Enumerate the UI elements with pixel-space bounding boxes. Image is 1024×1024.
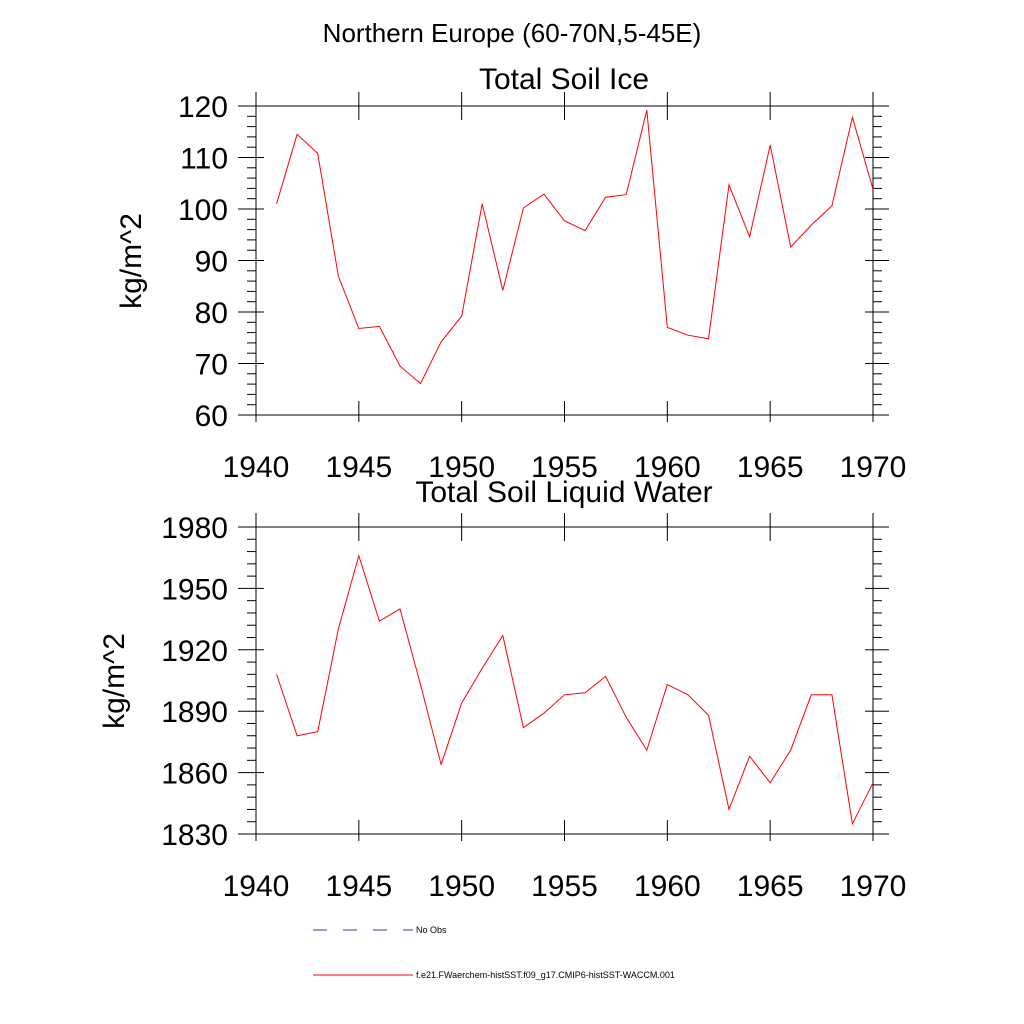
panel-title: Total Soil Ice [479, 63, 649, 96]
x-tick-label: 1955 [531, 870, 598, 903]
x-tick-label: 1950 [428, 870, 495, 903]
y-tick-label: 1860 [161, 758, 228, 791]
legend-item-no-obs: No Obs [313, 925, 447, 935]
legend-item-model-run: f.e21.FWaerchem-histSST.f09_g17.CMIP6-hi… [313, 970, 675, 980]
legend: No Obs f.e21.FWaerchem-histSST.f09_g17.C… [313, 925, 675, 980]
panel-total-soil-ice: Total Soil Ice kg/m^2 1940 1945 1950 1955 19… [115, 63, 906, 484]
y-tick-label: 120 [178, 91, 228, 124]
x-tick-label: 1945 [325, 870, 392, 903]
legend-label: No Obs [416, 925, 447, 935]
y-tick-label: 1890 [161, 696, 228, 729]
x-tick-label: 1940 [223, 451, 290, 484]
y-tick-label: 90 [195, 246, 228, 279]
x-tick-label: 1970 [840, 451, 907, 484]
x-tick-label: 1960 [634, 870, 701, 903]
figure-title: Northern Europe (60-70N,5-45E) [323, 18, 702, 48]
x-tick-label: 1940 [223, 870, 290, 903]
x-tick-label: 1950 [428, 451, 495, 484]
series-line [276, 553, 874, 826]
y-tick-label: 80 [195, 297, 228, 330]
legend-label: f.e21.FWaerchem-histSST.f09_g17.CMIP6-hi… [416, 970, 675, 980]
x-tick-label: 1965 [737, 870, 804, 903]
panel-total-soil-liquid-water: Total Soil Liquid Water kg/m^2 1940 1945 1… [98, 476, 906, 903]
y-axis-label: kg/m^2 [98, 633, 131, 729]
plot-area: 1940 1945 1950 1955 1960 1965 1970 60 70 80 90 100 1… [178, 91, 906, 484]
y-tick-label: 110 [180, 143, 228, 176]
y-tick-label: 60 [195, 400, 228, 433]
x-tick-label: 1960 [634, 451, 701, 484]
x-tick-label: 1965 [737, 451, 804, 484]
y-tick-label: 1980 [161, 512, 228, 545]
x-tick-label: 1945 [325, 451, 392, 484]
plot-frame [255, 526, 874, 835]
y-axis-label: kg/m^2 [115, 213, 148, 309]
y-tick-label: 100 [178, 194, 228, 227]
y-tick-label: 1950 [161, 573, 228, 606]
plot-area: 1940 1945 1950 1955 1960 1965 1970 1830 1860 1890… [161, 512, 906, 903]
plot-frame [255, 105, 874, 416]
y-tick-label: 1920 [161, 635, 228, 668]
y-tick-label: 1830 [161, 819, 228, 852]
series-line [276, 109, 874, 385]
x-tick-label: 1970 [840, 870, 907, 903]
y-tick-label: 70 [195, 349, 228, 382]
x-tick-label: 1955 [531, 451, 598, 484]
panel-title: Total Soil Liquid Water [415, 476, 712, 509]
